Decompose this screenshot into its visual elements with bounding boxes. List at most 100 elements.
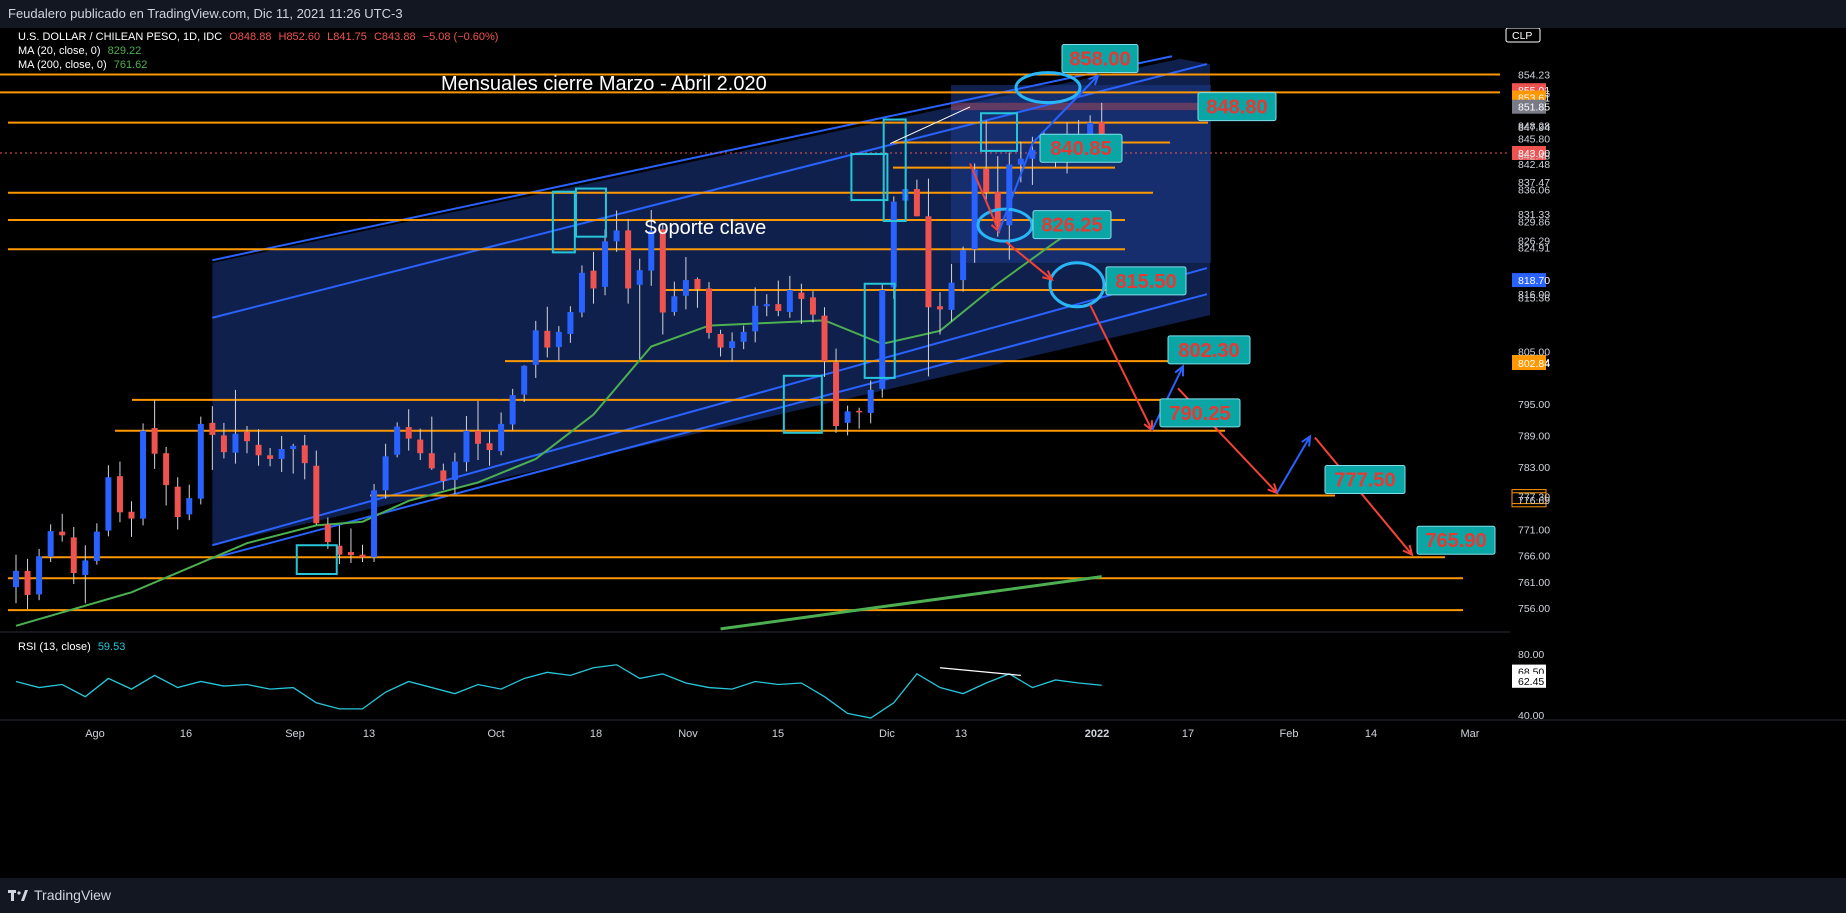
ma20-legend: MA (20, close, 0) 829.22	[18, 44, 141, 58]
candle-body	[24, 570, 31, 595]
chart-area[interactable]: 858.00 848.80 840.85 826.25 815.50 802.30 790.…	[0, 28, 1846, 878]
ma20-value: 829.22	[107, 45, 142, 57]
rsi-line	[15, 664, 1102, 719]
candle-body	[1029, 149, 1036, 159]
target-ellipse	[976, 207, 1034, 243]
time-axis-label: Nov	[678, 728, 698, 740]
candle-body	[602, 241, 609, 287]
resistance-zone	[951, 102, 1211, 111]
candle-body	[740, 331, 747, 342]
level-callout	[1032, 210, 1112, 240]
price-axis-badge	[1511, 492, 1547, 508]
price-axis-label: 848.28	[1518, 120, 1550, 132]
channel-upper-inner	[212, 63, 1208, 319]
time-axis-label: Sep	[285, 728, 305, 740]
candle-body	[93, 531, 100, 561]
level-callout	[1197, 92, 1277, 122]
price-axis-label: 845.80	[1518, 133, 1550, 145]
arrow-blue	[1151, 365, 1184, 431]
arrow-blue-head	[1301, 434, 1312, 447]
candle-body	[625, 230, 632, 289]
time-axis-label: Oct	[487, 728, 504, 740]
candle-body	[555, 331, 562, 348]
highlight-box	[882, 118, 907, 222]
candle-body	[521, 365, 528, 395]
arrow-red	[969, 163, 1000, 232]
candle-body	[925, 216, 932, 308]
price-axis-tick: 777.30	[1518, 492, 1550, 504]
arrow-red-head	[1042, 270, 1054, 282]
candle-body	[890, 201, 897, 288]
symbol-name: U.S. DOLLAR / CHILEAN PESO, 1D, IDC	[18, 31, 223, 43]
price-axis-label: 842.48	[1518, 159, 1550, 171]
ma200-legend: MA (200, close, 0) 761.62	[18, 58, 147, 72]
candle-body	[590, 270, 597, 289]
highlight-box	[850, 153, 889, 202]
price-axis-label: 837.47	[1518, 177, 1550, 189]
candle-body	[983, 168, 990, 193]
arrow-red	[1089, 304, 1153, 431]
candle-body	[267, 455, 274, 459]
rsi-value: 59.53	[97, 641, 126, 653]
target-ellipse	[1048, 261, 1106, 309]
rsi-axis-label: 80.00	[1518, 649, 1544, 661]
price-axis-badge	[1512, 273, 1546, 288]
price-axis-label: 851.85	[1518, 102, 1550, 114]
candle-body	[671, 296, 678, 312]
candle-body	[197, 423, 204, 499]
price-chart[interactable]: 858.00 848.80 840.85 826.25 815.50 802.30 790.…	[0, 28, 1846, 878]
candle-body	[475, 430, 481, 444]
price-axis-label: 816.00	[1518, 289, 1550, 301]
target-ellipse	[1014, 71, 1082, 105]
price-axis-label: 824.91	[1518, 243, 1550, 255]
candle-body	[763, 304, 770, 307]
highlight-box	[574, 187, 607, 238]
time-axis-label: Feb	[1280, 728, 1299, 740]
currency-badge	[1505, 28, 1541, 43]
arrow-red	[1314, 436, 1413, 556]
price-axis-tick: 805.00	[1518, 347, 1550, 359]
price-axis-label: 836.06	[1518, 184, 1550, 196]
candle-body	[47, 531, 54, 557]
tradingview-logo[interactable]: TradingView	[8, 878, 111, 913]
price-axis-label: 854.23	[1518, 70, 1550, 82]
level-callout-text: 858.00	[1069, 49, 1130, 71]
candle-body	[359, 554, 366, 558]
arrow-blue-head	[1088, 73, 1100, 86]
candle-body	[752, 305, 759, 332]
candle-body	[440, 470, 447, 481]
title-annotation: Mensuales cierre Marzo - Abril 2.020	[441, 73, 767, 95]
time-axis-label: 16	[180, 728, 192, 740]
candle-body	[613, 230, 620, 242]
time-axis-label: 2022	[1085, 728, 1109, 740]
price-axis-tick: 761.00	[1518, 577, 1550, 589]
candle-body	[116, 476, 123, 513]
time-axis-label: 13	[955, 728, 967, 740]
time-axis-label: 13	[363, 728, 375, 740]
ohlc-close: C843.88	[373, 31, 416, 43]
candle-body	[775, 304, 782, 311]
rsi-axis-label: 40.00	[1518, 710, 1544, 722]
time-axis-label: 14	[1365, 728, 1377, 740]
candle-body	[417, 439, 424, 454]
candle-body	[567, 311, 574, 334]
candle-body	[278, 449, 285, 459]
rsi-legend: RSI (13, close) 59.53	[18, 640, 125, 654]
time-axis-label: 17	[1182, 728, 1194, 740]
publish-text: Feudalero publicado en TradingView.com, …	[8, 6, 403, 21]
price-axis-label: 831.33	[1518, 209, 1550, 221]
candle-body	[220, 435, 227, 453]
tradingview-icon	[8, 889, 28, 901]
ma20-line	[15, 211, 1103, 627]
candle-body	[706, 288, 712, 333]
channel-upper-outer	[212, 55, 1173, 262]
candle-body	[809, 297, 816, 315]
candle-body	[844, 411, 851, 423]
candle-body	[913, 189, 920, 217]
arrow-blue	[1276, 435, 1311, 494]
time-axis-label: 18	[590, 728, 602, 740]
rsi-divergence-line	[939, 667, 1021, 676]
footer-bar: TradingView	[0, 878, 1846, 913]
candle-body	[209, 422, 216, 435]
highlight-box	[295, 544, 338, 576]
